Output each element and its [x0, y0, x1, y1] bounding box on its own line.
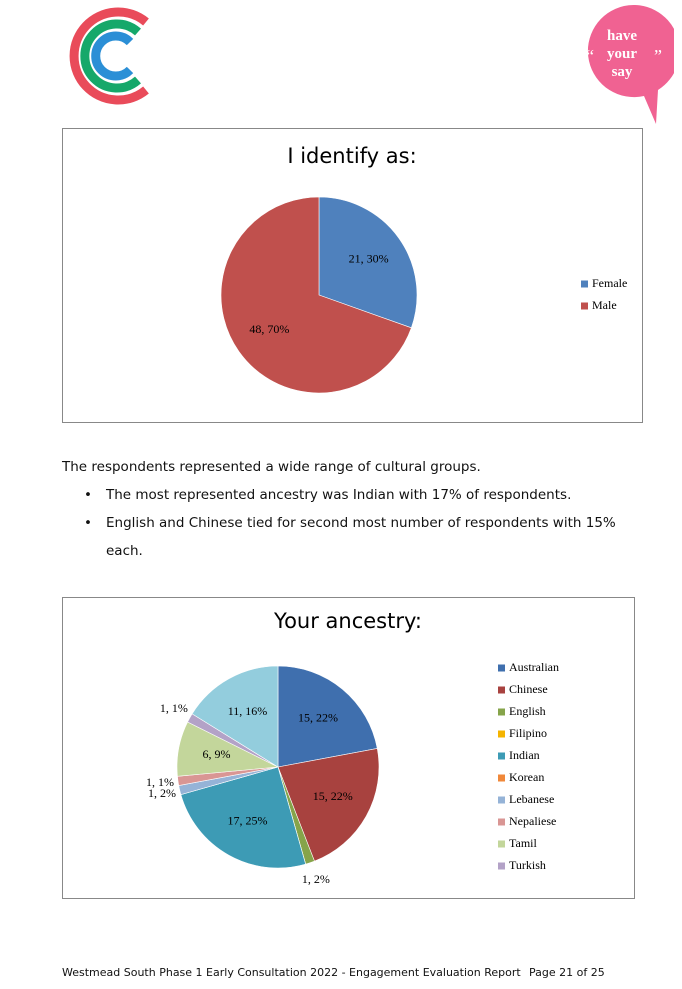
badge-text: say	[612, 64, 633, 80]
legend-swatch	[498, 730, 505, 738]
badge-text: your	[607, 46, 637, 62]
footer-text: Westmead South Phase 1 Early Consultatio…	[62, 966, 521, 979]
legend-label: Male	[592, 298, 617, 312]
legend-swatch	[498, 686, 505, 694]
legend-swatch	[498, 708, 505, 716]
pie-slice	[191, 665, 279, 768]
legend-label: Female	[592, 276, 627, 290]
legend-label: Nepaliese	[509, 814, 556, 828]
page-number: Page 21 of 25	[529, 966, 605, 979]
chart-frame: Your ancestry: 15, 22% 15, 22% 1, 2% 17, 25%…	[62, 597, 635, 899]
legend-swatch	[581, 280, 588, 288]
data-label: 1, 1%	[160, 701, 188, 715]
pie-slice	[220, 196, 412, 394]
logo	[69, 7, 149, 105]
data-label: 11, 16%	[228, 704, 268, 718]
data-label: 48, 70%	[249, 322, 289, 336]
legend-label: Chinese	[509, 682, 548, 696]
badge-text: have	[607, 28, 637, 44]
legend-label: Tamil	[509, 836, 537, 850]
legend-label: Australian	[509, 660, 559, 674]
pie-slice	[318, 196, 418, 329]
legend-swatch	[498, 752, 505, 760]
chart: I identify as: 21, 30% 48, 70% Female Male	[220, 144, 627, 394]
chart-frame: I identify as: 21, 30% 48, 70% Female Male	[62, 128, 643, 423]
data-label: 1, 1%	[146, 775, 174, 789]
pie-slice	[277, 748, 380, 862]
legend-swatch	[498, 818, 505, 826]
bullet: •	[84, 487, 92, 503]
data-label: 15, 22%	[298, 711, 338, 725]
chart: Your ancestry: 15, 22% 15, 22% 1, 2% 17, 25%…	[146, 609, 559, 886]
legend-label: Lebanese	[509, 792, 554, 806]
legend-swatch	[498, 774, 505, 782]
data-label: 21, 30%	[349, 252, 389, 266]
data-label: 15, 22%	[313, 789, 353, 803]
legend-swatch	[498, 664, 505, 672]
legend-label: Filipino	[509, 726, 547, 740]
pie-slice	[277, 665, 378, 768]
legend-label: English	[509, 704, 546, 718]
legend-label: Indian	[509, 748, 540, 762]
legend-swatch	[498, 862, 505, 870]
paragraph: The respondents represented a wide range…	[62, 459, 481, 475]
legend-swatch	[581, 302, 588, 310]
legend-swatch	[498, 796, 505, 804]
list-item: The most represented ancestry was Indian…	[106, 487, 572, 503]
data-label: 1, 2%	[302, 872, 330, 886]
pie-slice	[180, 766, 307, 869]
chart-title: I identify as:	[287, 144, 416, 168]
data-label: 6, 9%	[202, 747, 230, 761]
svg-text:“: “	[586, 46, 594, 66]
badge: “ ” have your say	[586, 5, 674, 124]
svg-text:”: ”	[654, 46, 662, 66]
data-label: 1, 2%	[148, 786, 176, 800]
legend-label: Korean	[509, 770, 544, 784]
legend-label: Turkish	[509, 858, 546, 872]
legend-swatch	[498, 840, 505, 848]
data-label: 17, 25%	[228, 813, 268, 827]
chart-title: Your ancestry:	[273, 609, 422, 633]
bullet: •	[84, 515, 92, 531]
list-item: English and Chinese tied for second most…	[106, 515, 616, 559]
